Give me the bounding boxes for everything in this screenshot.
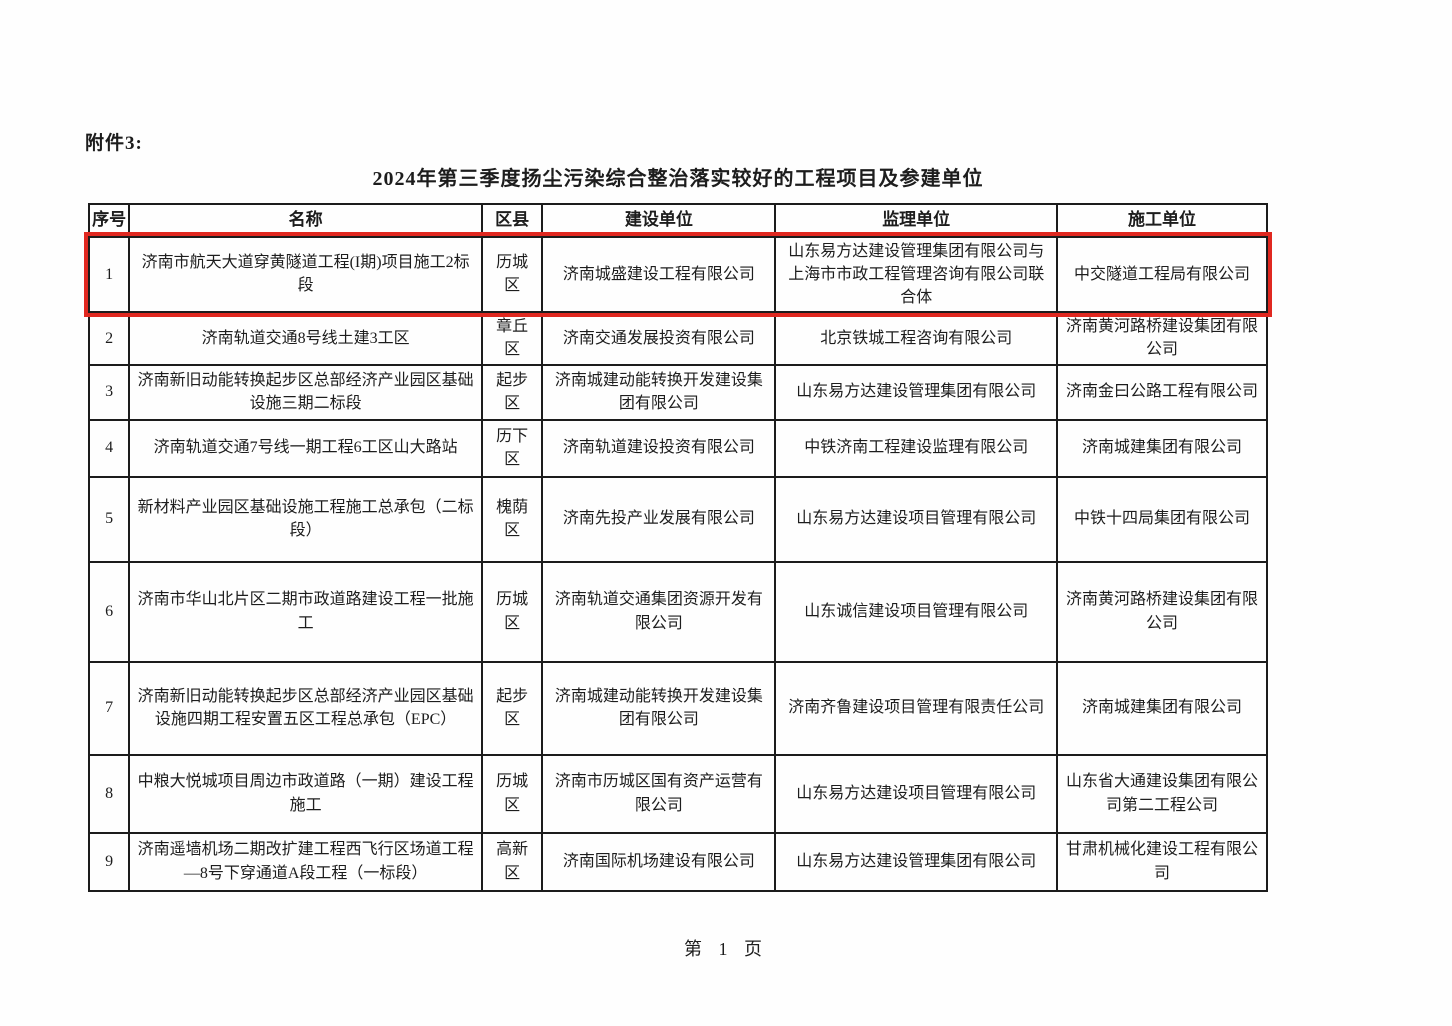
cell-district: 历城区 <box>480 753 544 834</box>
cell-district: 章丘区 <box>480 311 544 366</box>
cell-project-name: 济南市航天大道穿黄隧道工程(I期)项目施工2标段 <box>128 235 483 314</box>
cell-supervisor: 山东易方达建设管理集团有限公司与上海市市政工程管理咨询有限公司联合体 <box>774 235 1058 314</box>
cell-contractor: 中铁十四局集团有限公司 <box>1055 475 1269 563</box>
cell-supervisor: 山东易方达建设管理集团有限公司 <box>774 363 1058 421</box>
cell-no: 1 <box>87 235 131 314</box>
cell-supervisor: 北京铁城工程咨询有限公司 <box>774 311 1058 366</box>
table-header-row: 序号 名称 区县 建设单位 监理单位 施工单位 <box>87 203 1269 238</box>
cell-builder: 济南国际机场建设有限公司 <box>541 831 777 892</box>
col-header-builder: 建设单位 <box>541 203 777 238</box>
cell-no: 7 <box>87 660 131 756</box>
cell-builder: 济南城建动能转换开发建设集团有限公司 <box>541 363 777 421</box>
cell-project-name: 济南遥墙机场二期改扩建工程西飞行区场道工程—8号下穿通道A段工程（一标段） <box>128 831 483 892</box>
cell-contractor: 甘肃机械化建设工程有限公司 <box>1055 831 1269 892</box>
cell-project-name: 济南新旧动能转换起步区总部经济产业园区基础设施四期工程安置五区工程总承包（EPC… <box>128 660 483 756</box>
cell-contractor: 济南城建集团有限公司 <box>1055 660 1269 756</box>
cell-supervisor: 山东易方达建设项目管理有限公司 <box>774 753 1058 834</box>
cell-builder: 济南轨道建设投资有限公司 <box>541 418 777 478</box>
cell-no: 5 <box>87 475 131 563</box>
cell-project-name: 济南新旧动能转换起步区总部经济产业园区基础设施三期二标段 <box>128 363 483 421</box>
cell-no: 8 <box>87 753 131 834</box>
cell-contractor: 济南城建集团有限公司 <box>1055 418 1269 478</box>
cell-district: 历城区 <box>480 560 544 663</box>
cell-district: 高新区 <box>480 831 544 892</box>
cell-builder: 济南交通发展投资有限公司 <box>541 311 777 366</box>
cell-district: 起步区 <box>480 660 544 756</box>
cell-no: 9 <box>87 831 131 892</box>
cell-contractor: 中交隧道工程局有限公司 <box>1055 235 1269 314</box>
cell-builder: 济南市历城区国有资产运营有限公司 <box>541 753 777 834</box>
cell-supervisor: 济南齐鲁建设项目管理有限责任公司 <box>774 660 1058 756</box>
cell-supervisor: 山东易方达建设管理集团有限公司 <box>774 831 1058 892</box>
cell-supervisor: 山东诚信建设项目管理有限公司 <box>774 560 1058 663</box>
cell-no: 3 <box>87 363 131 421</box>
col-header-district: 区县 <box>480 203 544 238</box>
cell-no: 4 <box>87 418 131 478</box>
table-row-1-highlighted: 1 济南市航天大道穿黄隧道工程(I期)项目施工2标段 历城区 济南城盛建设工程有… <box>84 231 1272 318</box>
cell-builder: 济南城建动能转换开发建设集团有限公司 <box>541 660 777 756</box>
table-row-3: 3 济南新旧动能转换起步区总部经济产业园区基础设施三期二标段 起步区 济南城建动… <box>87 363 1269 421</box>
cell-district: 历下区 <box>480 418 544 478</box>
col-header-contractor: 施工单位 <box>1055 203 1269 238</box>
cell-supervisor: 山东易方达建设项目管理有限公司 <box>774 475 1058 563</box>
attachment-label: 附件3: <box>85 133 143 154</box>
cell-builder: 济南先投产业发展有限公司 <box>541 475 777 563</box>
cell-contractor: 济南金曰公路工程有限公司 <box>1055 363 1269 421</box>
table-row-5: 5 新材料产业园区基础设施工程施工总承包（二标段） 槐荫区 济南先投产业发展有限… <box>87 475 1269 563</box>
col-header-no: 序号 <box>87 203 131 238</box>
cell-district: 历城区 <box>480 235 544 314</box>
cell-contractor: 济南黄河路桥建设集团有限公司 <box>1055 311 1269 366</box>
cell-project-name: 济南轨道交通8号线土建3工区 <box>128 311 483 366</box>
cell-project-name: 新材料产业园区基础设施工程施工总承包（二标段） <box>128 475 483 563</box>
cell-builder: 济南轨道交通集团资源开发有限公司 <box>541 560 777 663</box>
projects-table: 序号 名称 区县 建设单位 监理单位 施工单位 1 济南市航天大道穿黄隧道工程(… <box>84 203 1272 892</box>
cell-district: 槐荫区 <box>480 475 544 563</box>
cell-builder: 济南城盛建设工程有限公司 <box>541 235 777 314</box>
cell-project-name: 济南市华山北片区二期市政道路建设工程一批施工 <box>128 560 483 663</box>
table-row-8: 8 中粮大悦城项目周边市政道路（一期）建设工程施工 历城区 济南市历城区国有资产… <box>87 753 1269 834</box>
table-row-7: 7 济南新旧动能转换起步区总部经济产业园区基础设施四期工程安置五区工程总承包（E… <box>87 660 1269 756</box>
cell-contractor: 山东省大通建设集团有限公司第二工程公司 <box>1055 753 1269 834</box>
document-title: 2024年第三季度扬尘污染综合整治落实较好的工程项目及参建单位 <box>372 168 984 190</box>
cell-supervisor: 中铁济南工程建设监理有限公司 <box>774 418 1058 478</box>
page-number: 第 1 页 <box>684 939 768 959</box>
table-row-6: 6 济南市华山北片区二期市政道路建设工程一批施工 历城区 济南轨道交通集团资源开… <box>87 560 1269 663</box>
table-row-2: 2 济南轨道交通8号线土建3工区 章丘区 济南交通发展投资有限公司 北京铁城工程… <box>87 311 1269 366</box>
col-header-name: 名称 <box>128 203 483 238</box>
cell-contractor: 济南黄河路桥建设集团有限公司 <box>1055 560 1269 663</box>
cell-no: 6 <box>87 560 131 663</box>
cell-no: 2 <box>87 311 131 366</box>
table-row-9: 9 济南遥墙机场二期改扩建工程西飞行区场道工程—8号下穿通道A段工程（一标段） … <box>87 831 1269 892</box>
table-row-4: 4 济南轨道交通7号线一期工程6工区山大路站 历下区 济南轨道建设投资有限公司 … <box>87 418 1269 478</box>
cell-district: 起步区 <box>480 363 544 421</box>
col-header-supervisor: 监理单位 <box>774 203 1058 238</box>
cell-project-name: 中粮大悦城项目周边市政道路（一期）建设工程施工 <box>128 753 483 834</box>
cell-project-name: 济南轨道交通7号线一期工程6工区山大路站 <box>128 418 483 478</box>
